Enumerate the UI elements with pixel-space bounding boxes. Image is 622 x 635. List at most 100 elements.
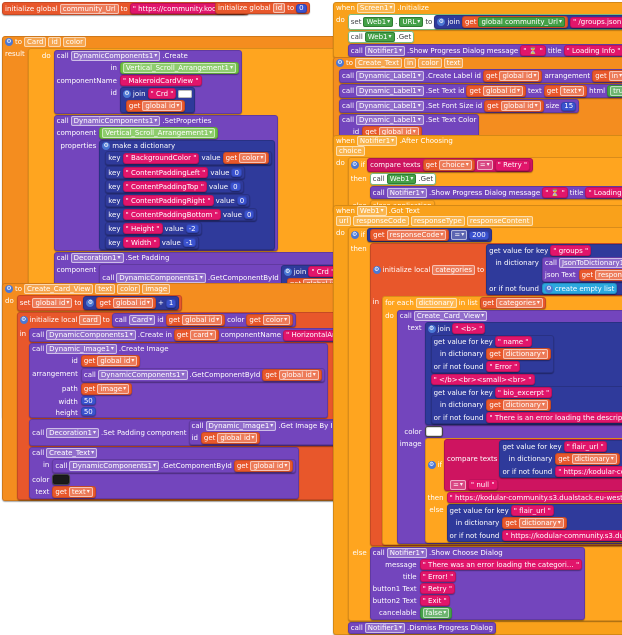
- if-retry[interactable]: ⚙ if compare texts get choice ▾ = ▾ " Retry " the…: [347, 157, 622, 212]
- pair-block[interactable]: key " ContentPaddingTop " value 0: [105, 180, 244, 193]
- dropdown-chip[interactable]: Create_Text ▾: [46, 448, 98, 458]
- txt-block[interactable]: " ContentPaddingBottom ": [122, 209, 221, 220]
- txt-block[interactable]: " https://kodular-community.s3.dualstack…: [446, 492, 622, 503]
- mat-block[interactable]: -2: [185, 224, 199, 233]
- txt-block[interactable]: " flair_url ": [510, 505, 554, 516]
- initialize-local-categories[interactable]: ⚙ initialize local categories to get value f…: [369, 243, 622, 546]
- call-label-create[interactable]: call Dynamic_Label1 ▾ .Create Label id get gl…: [339, 69, 622, 83]
- call-jsontodictionary[interactable]: callJsonToDictionary1▾.JsonTextDecodeWit…: [541, 257, 622, 282]
- compare-texts-choice[interactable]: compare texts get choice ▾ = ▾ " Retry ": [367, 158, 534, 172]
- mutator-gear-icon[interactable]: ⚙: [5, 38, 13, 46]
- mutator-gear-icon[interactable]: ⚙: [5, 285, 13, 293]
- txt-block[interactable]: " /groups.json ": [569, 16, 622, 28]
- dropdown-chip[interactable]: Dynamic_Label1 ▾: [356, 86, 424, 96]
- dropdown-chip[interactable]: responseType: [410, 216, 465, 226]
- dropdown-chip[interactable]: = ▾: [450, 479, 466, 490]
- make-a-dictionary[interactable]: ⚙ make a dictionary key " BackgroundColor "…: [99, 140, 276, 250]
- get-value-flair-url[interactable]: get value for key " flair_url " in diction…: [446, 504, 622, 542]
- mat-block[interactable]: 0: [231, 168, 242, 177]
- dropdown-chip[interactable]: url: [336, 216, 352, 226]
- txt-block[interactable]: " Crd ": [308, 266, 338, 277]
- dropdown-chip[interactable]: Dynamic_Image1 ▾: [46, 344, 117, 354]
- txt-block[interactable]: " name ": [494, 336, 532, 347]
- dropdown-chip[interactable]: categories: [432, 264, 476, 275]
- dropdown-chip[interactable]: global id▾: [500, 101, 541, 111]
- mat-block[interactable]: 50: [80, 407, 96, 416]
- dropdown-chip[interactable]: = ▾: [451, 230, 468, 240]
- call-get-image-by-id[interactable]: call Dynamic_Image1 ▾ .Get Image By Id id get…: [188, 420, 357, 445]
- color-block-black[interactable]: [52, 474, 71, 485]
- component-block[interactable]: Vertical_Scroll_Arrangement1 ▾: [99, 127, 219, 139]
- txt-block[interactable]: " Retry ": [419, 583, 456, 594]
- dropdown-chip[interactable]: global id▾: [182, 315, 223, 325]
- txt-block[interactable]: " Error ": [486, 361, 521, 372]
- txt-block[interactable]: " Loading Info ": [585, 187, 622, 198]
- dropdown-chip[interactable]: Notifier1 ▾: [386, 548, 427, 558]
- txt-block[interactable]: " Width ": [122, 237, 160, 248]
- txt-block[interactable]: " There was an error loading the categor…: [419, 559, 583, 570]
- var-block[interactable]: get dictionary ▾: [486, 399, 551, 411]
- mutator-gear-icon[interactable]: ⚙: [102, 141, 111, 150]
- dropdown-chip[interactable]: Card: [24, 37, 47, 47]
- var-block[interactable]: get dictionary ▾: [486, 348, 551, 360]
- pair-block[interactable]: key " ContentPaddingLeft " value 0: [105, 166, 245, 179]
- mutator-gear-icon[interactable]: ⚙: [372, 265, 381, 274]
- get-value-bio-excerpt[interactable]: get value for key " bio_excerpt " in dicti…: [430, 386, 622, 424]
- component-block[interactable]: Vertical_Scroll_Arrangement1 ▾: [119, 62, 239, 74]
- dropdown-chip[interactable]: global id▾: [97, 356, 138, 366]
- mat-block[interactable]: 1: [165, 298, 177, 308]
- mutator-gear-icon[interactable]: ⚙: [427, 324, 436, 333]
- dropdown-chip[interactable]: global id▾: [32, 298, 73, 308]
- mutator-gear-icon[interactable]: ⚙: [427, 461, 436, 469]
- txt-block[interactable]: " ContentPaddingLeft ": [122, 167, 209, 178]
- dropdown-chip[interactable]: image ▾: [97, 384, 130, 394]
- dropdown-chip[interactable]: choice: [336, 146, 365, 156]
- get-value-name[interactable]: get value for key " name " in dictionary ge…: [430, 335, 554, 373]
- call-create-card-view[interactable]: call Create_Card_View ▾ text ⚙ join " <b> " get…: [396, 310, 622, 544]
- mutator-gear-icon[interactable]: ⚙: [19, 316, 28, 324]
- dropdown-chip[interactable]: dictionary ▾: [571, 454, 617, 464]
- dropdown-chip[interactable]: responseContent▾: [595, 270, 622, 280]
- dropdown-chip[interactable]: text: [443, 58, 464, 68]
- if-response-ok[interactable]: ⚙ if get responseCode ▾ = ▾ 200 then ⚙ initialize …: [347, 227, 622, 621]
- dropdown-chip[interactable]: Card ▾: [128, 315, 156, 325]
- dropdown-chip[interactable]: responseContent: [466, 216, 533, 226]
- dropdown-chip[interactable]: color: [117, 284, 141, 294]
- mat-block[interactable]: 0: [230, 182, 241, 191]
- math-equals[interactable]: get responseCode ▾ = ▾ 200: [367, 228, 492, 242]
- var-block[interactable]: get in ▾: [592, 70, 622, 82]
- var-block[interactable]: get dictionary ▾: [502, 517, 567, 529]
- dropdown-chip[interactable]: Screen1 ▾: [356, 3, 396, 13]
- call-card[interactable]: call Card ▾ id get global id ▾ color get color ▾: [111, 313, 297, 327]
- dropdown-chip[interactable]: text ▾: [68, 487, 93, 497]
- call-label-settext[interactable]: call Dynamic_Label1 ▾ .Set Text id get global…: [339, 84, 622, 98]
- dropdown-chip[interactable]: DynamicComponents1▾: [70, 116, 161, 126]
- dropdown-chip[interactable]: Dynamic_Label1 ▾: [356, 115, 424, 125]
- txt-block[interactable]: " BackgroundColor ": [122, 152, 200, 164]
- dropdown-chip[interactable]: = ▾: [476, 160, 493, 170]
- mutator-gear-icon[interactable]: ⚙: [350, 231, 359, 239]
- dropdown-chip[interactable]: Web1 ▾: [363, 17, 394, 27]
- var-block[interactable]: get choice ▾: [422, 159, 475, 171]
- dropdown-chip[interactable]: responseCode: [353, 216, 409, 226]
- dropdown-chip[interactable]: Decoration1 ▾: [70, 253, 124, 263]
- mat-block[interactable]: 15: [561, 101, 577, 111]
- dropdown-chip[interactable]: Create_Card_View ▾: [413, 311, 488, 321]
- dropdown-chip[interactable]: in: [403, 58, 417, 68]
- txt-block[interactable]: " Exit ": [419, 595, 450, 606]
- dropdown-chip[interactable]: global id▾: [482, 86, 523, 96]
- mutator-gear-icon[interactable]: ⚙: [437, 18, 446, 26]
